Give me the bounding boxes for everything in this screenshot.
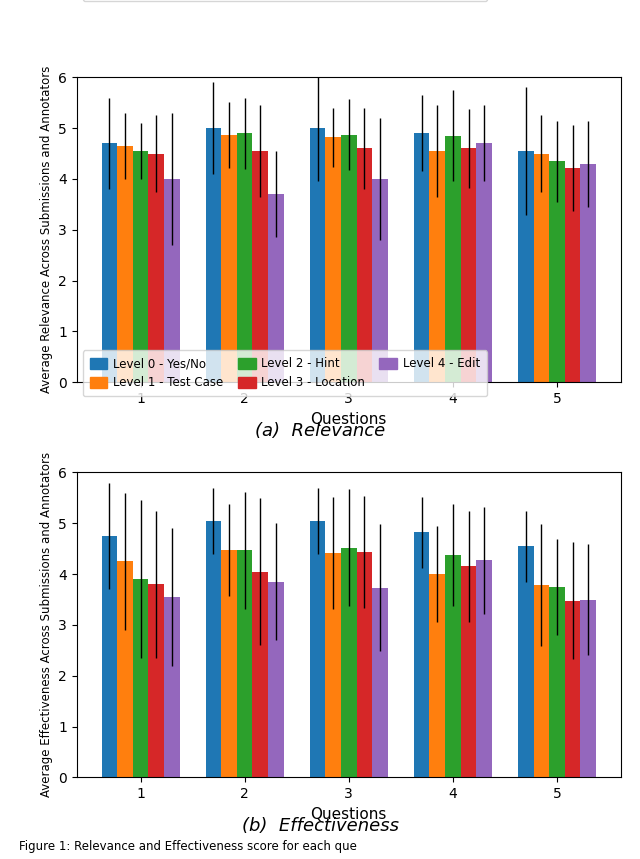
Bar xyxy=(132,579,148,777)
Bar xyxy=(414,533,429,777)
Bar xyxy=(102,536,117,777)
Legend: Level 0 - Yes/No, Level 1 - Test Case, Level 2 - Hint, Level 3 - Location, Level: Level 0 - Yes/No, Level 1 - Test Case, L… xyxy=(83,0,488,1)
Bar xyxy=(148,584,164,777)
Bar xyxy=(534,154,549,382)
X-axis label: Questions: Questions xyxy=(310,807,387,822)
Bar xyxy=(253,151,268,382)
Y-axis label: Average Relevance Across Submissions and Annotators: Average Relevance Across Submissions and… xyxy=(40,66,52,393)
Bar xyxy=(461,149,476,382)
Bar xyxy=(549,587,565,777)
Bar xyxy=(164,597,180,777)
Bar xyxy=(268,194,284,382)
Bar xyxy=(325,137,341,382)
Bar xyxy=(148,154,164,382)
Bar xyxy=(549,161,565,382)
Bar xyxy=(117,146,132,382)
Bar xyxy=(253,571,268,777)
Bar xyxy=(565,600,580,777)
Bar xyxy=(221,551,237,777)
Bar xyxy=(205,521,221,777)
Bar xyxy=(580,600,596,777)
Bar xyxy=(356,552,372,777)
X-axis label: Questions: Questions xyxy=(310,411,387,427)
Bar xyxy=(164,179,180,382)
Text: (a)  Relevance: (a) Relevance xyxy=(255,423,385,440)
Bar xyxy=(445,136,461,382)
Bar xyxy=(325,552,341,777)
Bar xyxy=(117,562,132,777)
Bar xyxy=(429,574,445,777)
Bar xyxy=(356,149,372,382)
Bar xyxy=(565,168,580,382)
Bar xyxy=(268,582,284,777)
Bar xyxy=(476,560,492,777)
Bar xyxy=(518,546,534,777)
Bar xyxy=(445,555,461,777)
Y-axis label: Average Effectiveness Across Submissions and Annotators: Average Effectiveness Across Submissions… xyxy=(40,453,52,797)
Bar xyxy=(341,135,356,382)
Bar xyxy=(221,135,237,382)
Bar xyxy=(429,151,445,382)
Text: Figure 1: Relevance and Effectiveness score for each que: Figure 1: Relevance and Effectiveness sc… xyxy=(19,840,357,853)
Bar xyxy=(102,143,117,382)
Bar xyxy=(372,588,388,777)
Bar xyxy=(476,143,492,382)
Bar xyxy=(461,566,476,777)
Bar xyxy=(237,551,253,777)
Legend: Level 0 - Yes/No, Level 1 - Test Case, Level 2 - Hint, Level 3 - Location, Level: Level 0 - Yes/No, Level 1 - Test Case, L… xyxy=(83,350,488,396)
Bar xyxy=(132,151,148,382)
Bar xyxy=(580,164,596,382)
Bar xyxy=(518,151,534,382)
Bar xyxy=(341,548,356,777)
Text: (b)  Effectiveness: (b) Effectiveness xyxy=(241,818,399,835)
Bar xyxy=(237,133,253,382)
Bar xyxy=(310,128,325,382)
Bar xyxy=(414,133,429,382)
Bar xyxy=(205,128,221,382)
Bar xyxy=(534,585,549,777)
Bar xyxy=(372,179,388,382)
Bar xyxy=(310,521,325,777)
